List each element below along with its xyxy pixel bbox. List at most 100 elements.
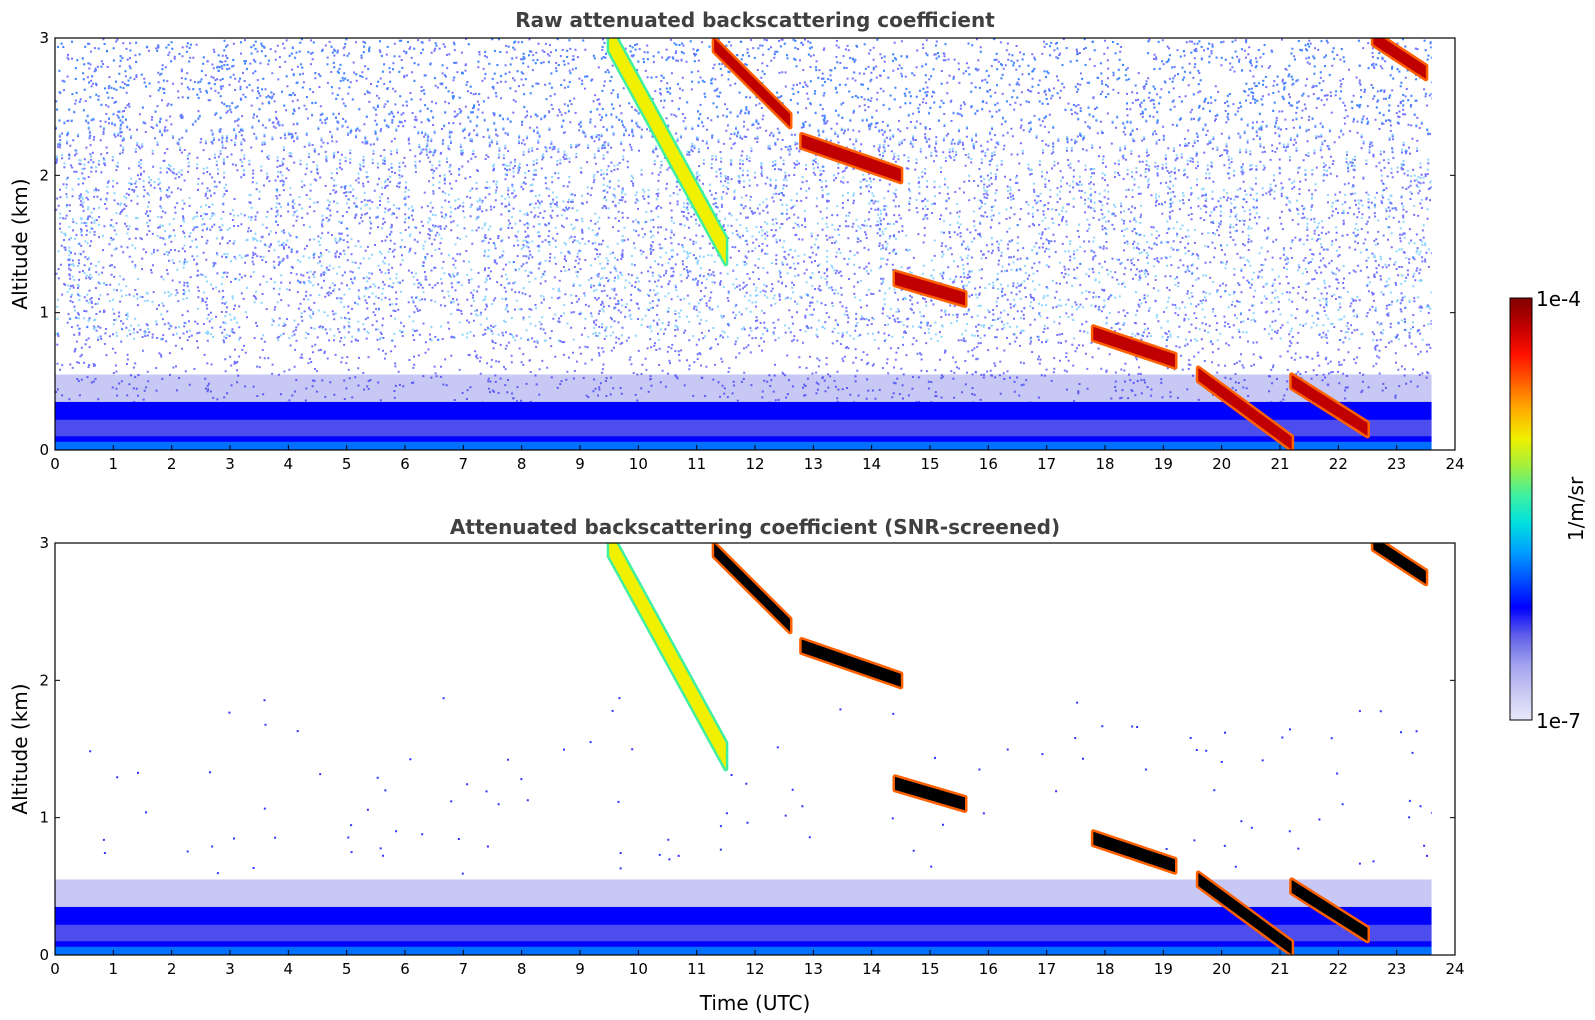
x-tick-label: 24 <box>1445 960 1464 978</box>
y-tick-label: 3 <box>39 29 49 47</box>
x-tick-label: 21 <box>1270 455 1289 473</box>
x-tick-label: 2 <box>167 960 177 978</box>
y-tick-label: 1 <box>39 809 49 827</box>
x-tick-label: 5 <box>342 455 352 473</box>
x-tick-label: 22 <box>1329 455 1348 473</box>
cloud-feature <box>609 543 726 769</box>
axis-ticks-raw: 0 1 2 3 4 5 6 7 8 9 10 11 12 13 14 15 16 17 18 19 20 21 22 23 24… <box>39 29 1464 473</box>
x-tick-label: 4 <box>284 455 294 473</box>
x-tick-label: 11 <box>687 960 706 978</box>
surface-layer <box>55 946 1432 955</box>
x-tick-label: 8 <box>517 455 527 473</box>
panel-raw: Raw attenuated backscattering coefficien… <box>8 8 1465 473</box>
x-tick-label: 23 <box>1387 960 1406 978</box>
x-tick-label: 21 <box>1270 960 1289 978</box>
x-tick-label: 19 <box>1154 960 1173 978</box>
x-tick-label: 18 <box>1095 960 1114 978</box>
x-tick-label: 17 <box>1037 455 1056 473</box>
y-tick-label: 2 <box>39 671 49 689</box>
x-tick-label: 3 <box>225 455 235 473</box>
no-data-region <box>1431 38 1455 450</box>
x-tick-label: 11 <box>687 455 706 473</box>
residual-speckle <box>89 696 1433 875</box>
x-tick-label: 19 <box>1154 455 1173 473</box>
x-tick-label: 9 <box>575 960 585 978</box>
x-tick-label: 6 <box>400 960 410 978</box>
cloud-feature <box>895 271 965 306</box>
boundary-layer-inner <box>55 924 1432 942</box>
x-tick-label: 1 <box>109 455 119 473</box>
x-tick-label: 0 <box>50 960 60 978</box>
y-axis-label-raw: Altitude (km) <box>8 178 32 309</box>
y-tick-label: 3 <box>39 534 49 552</box>
x-tick-label: 4 <box>284 960 294 978</box>
cloud-feature <box>1198 872 1292 955</box>
colorbar-min-label: 1e-7 <box>1536 709 1581 733</box>
y-tick-label: 0 <box>39 441 49 459</box>
cloud-feature <box>1291 374 1368 436</box>
x-tick-label: 14 <box>862 455 881 473</box>
cloud-feature <box>609 38 726 264</box>
x-axis-label: Time (UTC) <box>699 991 811 1015</box>
x-tick-label: 16 <box>979 960 998 978</box>
colorbar-scale <box>1509 297 1533 721</box>
noise-speckle <box>55 38 1434 411</box>
x-tick-label: 16 <box>979 455 998 473</box>
x-tick-label: 7 <box>459 455 469 473</box>
x-tick-label: 6 <box>400 455 410 473</box>
cloud-feature <box>1373 38 1426 79</box>
y-axis-label-screened: Altitude (km) <box>8 683 32 814</box>
y-tick-label: 1 <box>39 304 49 322</box>
x-tick-label: 18 <box>1095 455 1114 473</box>
x-tick-label: 20 <box>1212 455 1231 473</box>
cloud-feature <box>895 776 965 811</box>
x-tick-label: 3 <box>225 960 235 978</box>
x-tick-label: 15 <box>920 455 939 473</box>
axis-ticks-screened: 0 1 2 3 4 5 6 7 8 9 10 11 12 13 14 15 16 17 18 19 20 21 22 23 24… <box>39 534 1464 978</box>
colorbar: 1e-4 1e-7 1/m/sr <box>1509 287 1588 733</box>
boundary-layer-inner <box>55 419 1432 437</box>
panel-screened: Attenuated backscattering coefficient (S… <box>8 515 1465 1015</box>
cloud-feature <box>1093 326 1175 368</box>
cloud-feature <box>1198 367 1292 450</box>
y-tick-label: 0 <box>39 946 49 964</box>
heatmap-raw <box>55 38 1455 450</box>
heatmap-screened <box>55 543 1455 955</box>
x-tick-label: 10 <box>629 960 648 978</box>
x-tick-label: 12 <box>745 455 764 473</box>
x-tick-label: 0 <box>50 455 60 473</box>
x-tick-label: 9 <box>575 455 585 473</box>
x-tick-label: 2 <box>167 455 177 473</box>
panel-title-raw: Raw attenuated backscattering coefficien… <box>515 8 995 32</box>
y-tick-label: 2 <box>39 166 49 184</box>
panel-title-screened: Attenuated backscattering coefficient (S… <box>450 515 1060 539</box>
x-tick-label: 12 <box>745 960 764 978</box>
cloud-feature <box>801 134 901 182</box>
colorbar-label: 1/m/sr <box>1564 476 1588 541</box>
x-tick-label: 7 <box>459 960 469 978</box>
x-tick-label: 17 <box>1037 960 1056 978</box>
cloud-feature <box>714 38 790 127</box>
x-tick-label: 22 <box>1329 960 1348 978</box>
cloud-feature <box>1093 831 1175 873</box>
x-tick-label: 13 <box>804 960 823 978</box>
colorbar-max-label: 1e-4 <box>1536 287 1581 311</box>
x-tick-label: 23 <box>1387 455 1406 473</box>
x-tick-label: 24 <box>1445 455 1464 473</box>
x-tick-label: 8 <box>517 960 527 978</box>
surface-layer <box>55 441 1432 450</box>
x-tick-label: 20 <box>1212 960 1231 978</box>
noise-speckle-light <box>55 38 1434 343</box>
x-tick-label: 13 <box>804 455 823 473</box>
cloud-feature <box>1291 879 1368 941</box>
x-tick-label: 10 <box>629 455 648 473</box>
x-tick-label: 1 <box>109 960 119 978</box>
x-tick-label: 5 <box>342 960 352 978</box>
cloud-feature <box>801 639 901 687</box>
x-tick-label: 15 <box>920 960 939 978</box>
cloud-feature <box>714 543 790 632</box>
x-tick-label: 14 <box>862 960 881 978</box>
cloud-feature <box>1373 543 1426 584</box>
no-data-region <box>1431 543 1455 955</box>
